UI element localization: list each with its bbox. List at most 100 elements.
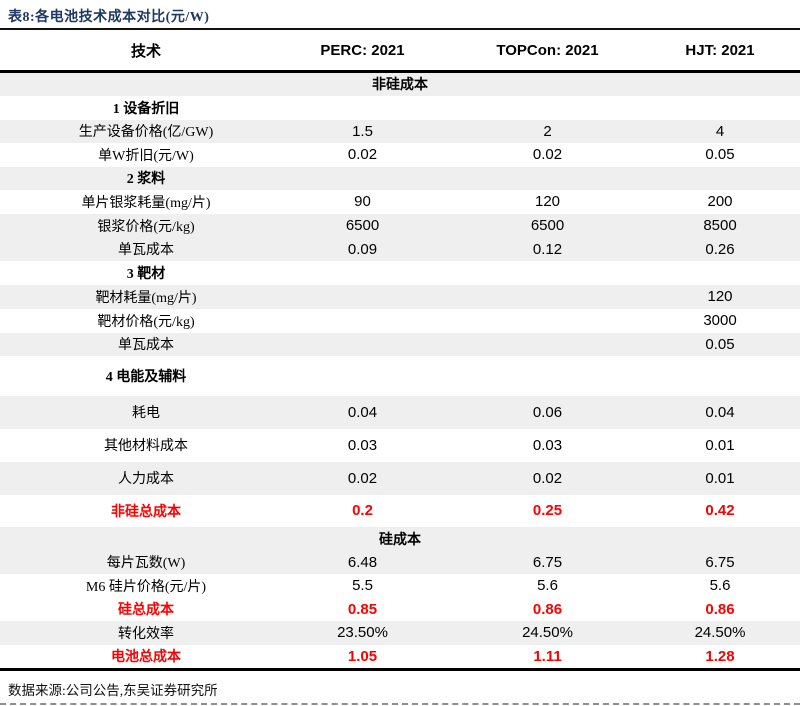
cell-value: 2 xyxy=(543,122,552,140)
cell-value: 0.06 xyxy=(532,403,563,421)
table-header: 技术 PERC: 2021 TOPCon: 2021 HJT: 2021 xyxy=(0,30,800,73)
cell-value: 200 xyxy=(707,193,733,210)
cell-value: 0.2 xyxy=(352,502,373,519)
cell-value: 3000 xyxy=(703,312,737,329)
cell-value: 0.02 xyxy=(347,469,378,487)
table-row-total: 非硅总成本 0.2 0.25 0.42 xyxy=(0,495,800,527)
cell-value: 1.11 xyxy=(533,647,562,665)
cell-value xyxy=(455,285,640,309)
cell-value: 90 xyxy=(354,193,371,210)
header-topcon: TOPCon: 2021 xyxy=(455,30,640,73)
cell-value: 0.03 xyxy=(347,436,378,454)
table-row-data: 其他材料成本 0.03 0.03 0.01 xyxy=(0,429,800,462)
cell-value: 5.6 xyxy=(709,577,731,594)
header-technology: 技术 xyxy=(0,30,270,73)
cell-value: 0.05 xyxy=(705,335,735,353)
row-label: 非硅总成本 xyxy=(111,504,181,520)
cell-value: 0.05 xyxy=(705,146,735,163)
cell-value xyxy=(270,96,455,120)
cell-value: 6.48 xyxy=(347,553,378,571)
row-label: 人力成本 xyxy=(118,472,174,487)
cell-value: 0.26 xyxy=(705,240,735,258)
table-row-subsection: 4 电能及辅料 xyxy=(0,356,800,396)
table-row-data: 靶材价格(元/kg) 3000 xyxy=(0,309,800,333)
cell-value xyxy=(270,261,455,285)
row-label: 电池总成本 xyxy=(111,650,181,665)
row-label: 其他材料成本 xyxy=(104,439,188,454)
cell-value xyxy=(455,333,640,356)
header-hjt: HJT: 2021 xyxy=(640,30,800,73)
table-row-data: 单瓦成本 0.09 0.12 0.26 xyxy=(0,237,800,261)
row-label: 每片瓦数(W) xyxy=(106,556,186,571)
cell-value: 0.03 xyxy=(532,436,563,454)
cell-value xyxy=(270,356,455,396)
cell-value: 0.25 xyxy=(532,502,563,519)
cell-value: 0.02 xyxy=(532,146,563,163)
row-label: M6 硅片价格(元/片) xyxy=(85,579,207,595)
cell-value xyxy=(270,309,455,333)
row-label: 银浆价格(元/kg) xyxy=(97,219,195,235)
row-label: 3 靶材 xyxy=(126,266,166,282)
cell-value: 1.05 xyxy=(347,647,378,665)
cell-value: 1.5 xyxy=(352,122,373,140)
row-label: 硅总成本 xyxy=(118,603,174,618)
cell-value xyxy=(270,333,455,356)
row-label: 单瓦成本 xyxy=(118,243,174,258)
cell-value: 0.09 xyxy=(347,240,378,258)
table-row-data: M6 硅片价格(元/片) 5.5 5.6 5.6 xyxy=(0,574,800,598)
cell-value: 0.04 xyxy=(705,403,735,421)
table-row-subsection: 1 设备折旧 xyxy=(0,96,800,120)
table-row-data: 银浆价格(元/kg) 6500 6500 8500 xyxy=(0,213,800,238)
table-row-section: 硅成本 xyxy=(0,526,800,551)
data-source-note: 数据来源:公司公告,东吴证券研究所 xyxy=(0,667,800,699)
row-label: 转化效率 xyxy=(118,626,174,642)
table-row-data: 单瓦成本 0.05 xyxy=(0,332,800,356)
table-title: 表8:各电池技术成本对比(元/W) xyxy=(0,0,800,30)
cell-value xyxy=(640,96,800,120)
cell-value: 0.01 xyxy=(705,436,735,454)
table-row-data: 人力成本 0.02 0.02 0.01 xyxy=(0,461,800,495)
table-row-section: 非硅成本 xyxy=(0,71,800,96)
table-row-subsection: 2 浆料 xyxy=(0,166,800,190)
cell-value: 6.75 xyxy=(705,553,735,571)
table-row-total: 硅总成本 0.85 0.86 0.86 xyxy=(0,598,800,621)
cell-value xyxy=(455,96,640,120)
table-row-data: 靶材耗量(mg/片) 120 xyxy=(0,284,800,309)
table-row-subsection: 3 靶材 xyxy=(0,261,800,285)
row-label: 单片银浆耗量(mg/片) xyxy=(81,195,211,211)
cell-value: 0.02 xyxy=(532,469,563,487)
row-label: 生产设备价格(亿/GW) xyxy=(78,125,214,140)
table-row-data: 每片瓦数(W) 6.48 6.75 6.75 xyxy=(0,550,800,574)
cell-value: 6.75 xyxy=(532,553,563,571)
cell-value xyxy=(640,356,800,396)
cell-value: 0.04 xyxy=(347,403,378,421)
cell-value xyxy=(270,167,455,190)
section-header: 硅成本 xyxy=(379,532,421,548)
cell-value: 5.6 xyxy=(537,577,558,594)
cell-value: 120 xyxy=(534,193,561,210)
cell-value: 0.86 xyxy=(705,600,735,618)
cell-value: 23.50% xyxy=(337,624,388,641)
cell-value xyxy=(455,356,640,396)
row-label: 靶材耗量(mg/片) xyxy=(95,290,197,306)
header-row: 技术 PERC: 2021 TOPCon: 2021 HJT: 2021 xyxy=(0,30,800,73)
cell-value xyxy=(455,309,640,333)
table-body: 非硅成本 1 设备折旧 生产设备价格(亿/GW) 1.5 2 4 单W折旧(元/W) 0.02… xyxy=(0,71,800,668)
table-row-data: 单片银浆耗量(mg/片) 90 120 200 xyxy=(0,190,800,214)
row-label: 1 设备折旧 xyxy=(112,101,180,117)
cell-value: 0.01 xyxy=(705,469,735,487)
section-header: 非硅成本 xyxy=(372,78,428,94)
cell-value: 0.02 xyxy=(347,146,378,163)
cost-comparison-table: 技术 PERC: 2021 TOPCon: 2021 HJT: 2021 非硅成… xyxy=(0,30,800,668)
cell-value xyxy=(640,167,800,190)
cell-value: 0.86 xyxy=(532,600,563,618)
cell-value: 0.85 xyxy=(347,600,378,618)
table-row-data: 耗电 0.04 0.06 0.04 xyxy=(0,395,800,429)
cell-value: 24.50% xyxy=(522,624,573,641)
row-label: 耗电 xyxy=(132,406,160,421)
table-row-data: 转化效率 23.50% 24.50% 24.50% xyxy=(0,620,800,645)
cell-value: 8500 xyxy=(703,217,737,234)
table-row-total: 电池总成本 1.05 1.11 1.28 xyxy=(0,645,800,668)
cell-value xyxy=(270,285,455,309)
